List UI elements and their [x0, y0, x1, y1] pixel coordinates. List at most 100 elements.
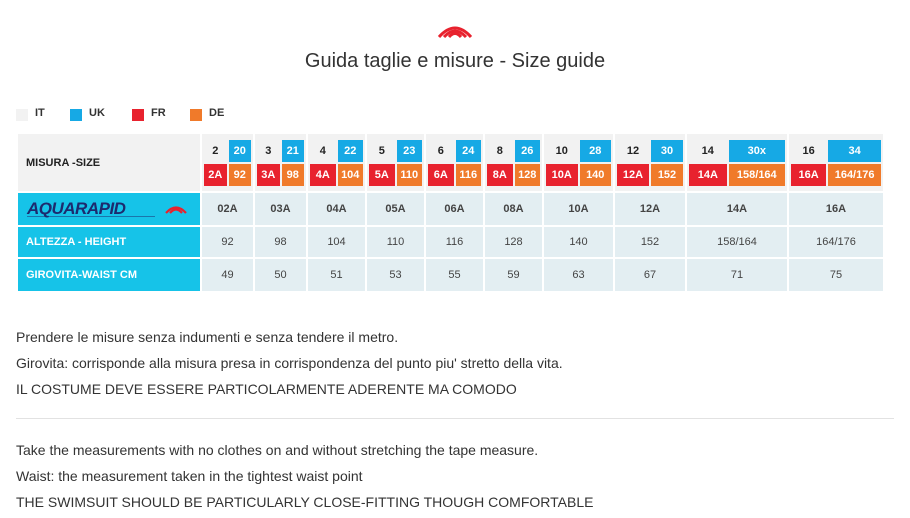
legend-swatch-fr	[132, 109, 144, 121]
size-de-chip: 152	[651, 163, 683, 186]
notes-english: Take the measurements with no clothes on…	[16, 440, 593, 518]
height-cell: 140	[544, 225, 613, 257]
size-uk-chip: 26	[514, 139, 540, 162]
size-uk-chip: 24	[455, 139, 481, 162]
size-de-chip: 164/176	[828, 163, 881, 186]
waist-cell: 59	[485, 257, 542, 291]
height-cell: 98	[255, 225, 306, 257]
waist-cell: 55	[426, 257, 483, 291]
waist-label: GIROVITA-WAIST CM	[18, 257, 200, 291]
brand-size-cell: 04A	[308, 191, 365, 225]
brand-size-cell: 08A	[485, 191, 542, 225]
size-uk-chip: 23	[396, 139, 422, 162]
size-de-chip: 140	[579, 163, 611, 186]
height-cell: 104	[308, 225, 365, 257]
height-cell: 116	[426, 225, 483, 257]
size-fr-chip: 16A	[791, 163, 827, 186]
legend-label-it: IT	[35, 107, 45, 119]
size-uk-chip: 22	[337, 139, 363, 162]
height-cell: 158/164	[687, 225, 787, 257]
size-de-chip: 128	[514, 163, 540, 186]
size-chip-group: 6 24 6A 116	[426, 134, 483, 191]
brand-size-cell: 14A	[687, 191, 787, 225]
size-it-chip: 14	[689, 139, 727, 162]
size-de-chip: 98	[281, 163, 304, 186]
legend-label-uk: UK	[89, 107, 105, 119]
size-uk-chip: 21	[281, 139, 304, 162]
legend-swatch-it	[16, 109, 28, 121]
note-it-line: Girovita: corrisponde alla misura presa …	[16, 355, 563, 371]
size-fr-chip: 14A	[689, 163, 727, 186]
wave-logo-icon	[437, 26, 473, 39]
size-uk-chip: 30x	[728, 139, 785, 162]
size-chip-group: 12 30 12A 152	[615, 134, 685, 191]
size-chip-group: 4 22 4A 104	[308, 134, 365, 191]
size-uk-chip: 28	[579, 139, 611, 162]
size-fr-chip: 10A	[546, 163, 578, 186]
size-de-chip: 92	[228, 163, 251, 186]
size-fr-chip: 6A	[428, 163, 454, 186]
brand-size-cell: 16A	[789, 191, 883, 225]
size-fr-chip: 5A	[369, 163, 395, 186]
size-fr-chip: 4A	[310, 163, 336, 186]
waist-cell: 67	[615, 257, 685, 291]
size-chip-group: 14 30x 14A 158/164	[687, 134, 787, 191]
brand-size-cell: 05A	[367, 191, 424, 225]
waist-cell: 63	[544, 257, 613, 291]
size-chip-group: 3 21 3A 98	[255, 134, 306, 191]
size-chip-group: 8 26 8A 128	[485, 134, 542, 191]
aquarapid-logo-mark: AQUARAPID	[26, 199, 187, 218]
notes-italian: Prendere le misure senza indumenti e sen…	[16, 327, 563, 405]
divider	[16, 418, 894, 419]
height-cell: 152	[615, 225, 685, 257]
size-fr-chip: 3A	[257, 163, 280, 186]
brand-size-cell: 03A	[255, 191, 306, 225]
size-de-chip: 158/164	[728, 163, 785, 186]
height-label: ALTEZZA - HEIGHT	[18, 225, 200, 257]
waist-cell: 50	[255, 257, 306, 291]
page-title: Guida taglie e misure - Size guide	[304, 50, 606, 72]
size-guide-table: MISURA -SIZE 2 20 2A 92 3 21 3A 98 4 22 4A 104 5 23 5A…	[16, 134, 885, 291]
note-en-line: Waist: the measurement taken in the tigh…	[16, 468, 363, 484]
waist-cell: 53	[367, 257, 424, 291]
note-en-line: THE SWIMSUIT SHOULD BE PARTICULARLY CLOS…	[16, 494, 594, 510]
size-it-chip: 2	[204, 139, 227, 162]
size-chip-group: 16 34 16A 164/176	[789, 134, 883, 191]
size-chip-group: 10 28 10A 140	[544, 134, 613, 191]
height-cell: 128	[485, 225, 542, 257]
note-en-line: Take the measurements with no clothes on…	[16, 442, 539, 458]
size-it-chip: 16	[791, 139, 827, 162]
waist-cell: 49	[202, 257, 253, 291]
brand-size-cell: 10A	[544, 191, 613, 225]
size-uk-chip: 34	[828, 139, 881, 162]
height-cell: 110	[367, 225, 424, 257]
size-de-chip: 110	[396, 163, 422, 186]
size-it-chip: 5	[369, 139, 395, 162]
waist-cell: 51	[308, 257, 365, 291]
waist-cell: 71	[687, 257, 787, 291]
size-header-row: MISURA -SIZE 2 20 2A 92 3 21 3A 98 4 22 4A 104 5 23 5A…	[18, 134, 883, 191]
size-de-chip: 104	[337, 163, 363, 186]
aquarapid-logo-text: AQUARAPID	[26, 199, 126, 218]
brand-size-cell: 02A	[202, 191, 253, 225]
size-chip-group: 5 23 5A 110	[367, 134, 424, 191]
note-it-line: Prendere le misure senza indumenti e sen…	[16, 329, 399, 345]
waist-cell: 75	[789, 257, 883, 291]
waist-row: GIROVITA-WAIST CM 49 50 51 53 55 59 63 67 71 75	[18, 257, 883, 291]
size-it-chip: 12	[617, 139, 649, 162]
misura-size-label: MISURA -SIZE	[18, 134, 200, 191]
height-cell: 92	[202, 225, 253, 257]
size-fr-chip: 8A	[487, 163, 513, 186]
height-cell: 164/176	[789, 225, 883, 257]
legend-swatch-de	[190, 109, 202, 121]
note-it-line: IL COSTUME DEVE ESSERE PARTICOLARMENTE A…	[16, 381, 517, 397]
size-fr-chip: 2A	[204, 163, 227, 186]
size-it-chip: 10	[546, 139, 578, 162]
size-it-chip: 4	[310, 139, 336, 162]
size-uk-chip: 30	[651, 139, 683, 162]
aquarapid-logo: AQUARAPID	[18, 191, 200, 225]
size-it-chip: 3	[257, 139, 280, 162]
size-de-chip: 116	[455, 163, 481, 186]
legend-label-de: DE	[209, 107, 225, 119]
size-it-chip: 8	[487, 139, 513, 162]
